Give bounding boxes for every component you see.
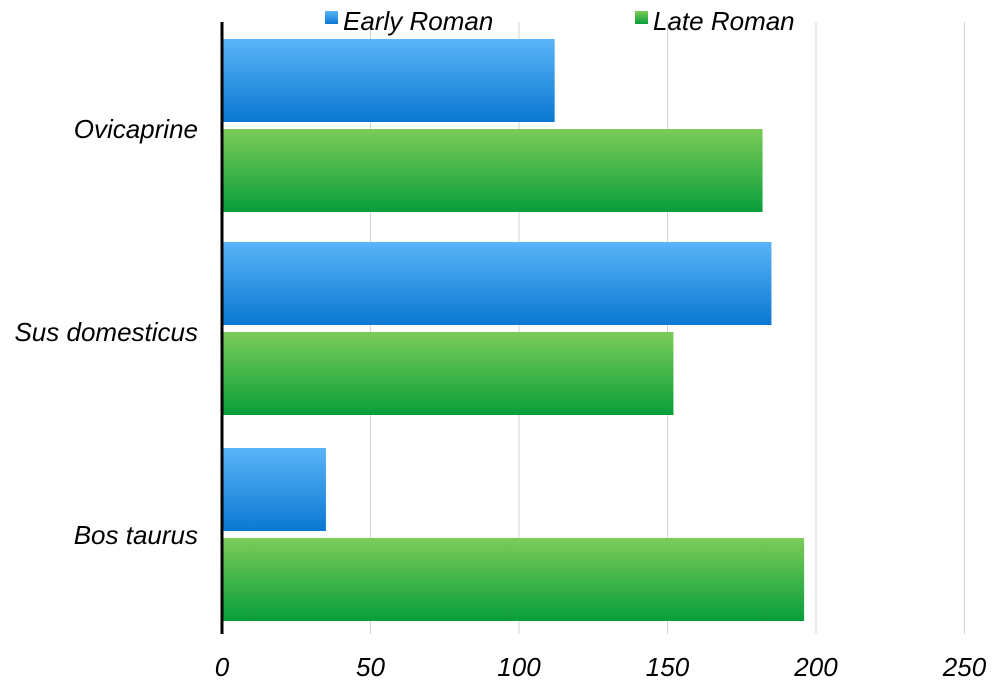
- x-tick-labels: 0 50 100 150 200 250: [215, 652, 987, 682]
- legend-swatch-early-roman: [325, 11, 338, 24]
- bar-late-roman-bos-taurus: [223, 538, 805, 621]
- legend-label-early-roman: Early Roman: [343, 6, 493, 36]
- gridlines: [370, 22, 965, 634]
- x-tick-label: 150: [646, 652, 690, 682]
- category-label: Bos taurus: [74, 520, 198, 550]
- x-tick-label: 100: [497, 652, 541, 682]
- legend-label-late-roman: Late Roman: [653, 6, 795, 36]
- bar-late-roman-sus-domesticus: [223, 332, 674, 415]
- category-label: Sus domesticus: [14, 317, 198, 347]
- legend-swatch-late-roman: [635, 11, 648, 24]
- x-tick-label: 250: [942, 652, 987, 682]
- bar-early-roman-bos-taurus: [223, 448, 326, 531]
- legend: Early Roman Late Roman: [325, 6, 795, 36]
- bar-early-roman-ovicaprine: [223, 39, 555, 122]
- bar-late-roman-ovicaprine: [223, 129, 763, 212]
- bars: [223, 39, 805, 621]
- x-tick-label: 50: [356, 652, 385, 682]
- x-tick-label: 200: [793, 652, 838, 682]
- bar-early-roman-sus-domesticus: [223, 242, 772, 325]
- x-tick-label: 0: [215, 652, 230, 682]
- category-label: Ovicaprine: [74, 114, 198, 144]
- category-labels: Ovicaprine Sus domesticus Bos taurus: [14, 114, 198, 550]
